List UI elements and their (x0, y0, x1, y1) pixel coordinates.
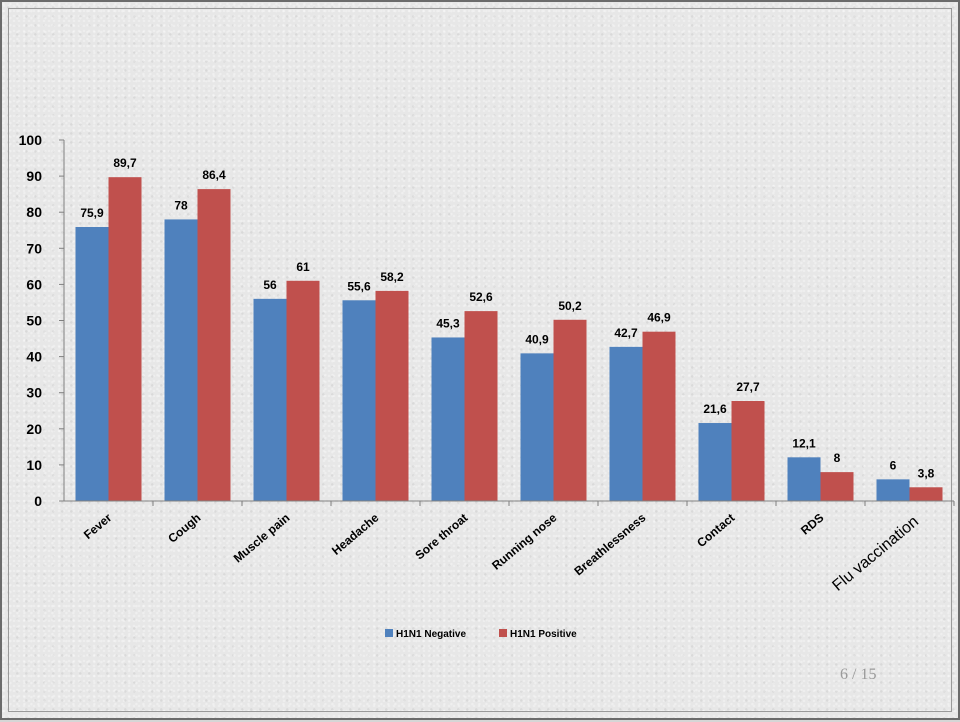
data-label: 86,4 (202, 168, 226, 182)
bar-negative (75, 227, 109, 501)
x-category-label: RDS (798, 511, 826, 538)
y-tick-label: 30 (26, 385, 42, 401)
data-label: 40,9 (525, 332, 549, 346)
y-tick-label: 90 (26, 168, 42, 184)
legend-label: H1N1 Negative (396, 629, 466, 640)
bar-negative (698, 423, 732, 501)
x-category-label: Running nose (489, 510, 560, 572)
bar-negative (787, 457, 821, 501)
bar-positive (197, 189, 231, 501)
y-tick-label: 50 (26, 313, 42, 329)
bar-positive (286, 280, 320, 501)
bar-negative (253, 298, 287, 501)
x-category-label: Cough (165, 511, 203, 546)
legend-swatch (499, 629, 507, 637)
page-total: 15 (860, 666, 877, 683)
x-category-label: Muscle pain (231, 511, 293, 566)
page-current: 6 (840, 666, 848, 683)
data-label: 8 (834, 451, 841, 465)
y-tick-label: 20 (26, 421, 42, 437)
x-category-label: Contact (694, 511, 737, 550)
y-tick-label: 80 (26, 204, 42, 220)
y-tick-label: 0 (34, 493, 42, 509)
y-tick-label: 100 (19, 132, 43, 148)
data-label: 78 (174, 198, 188, 212)
bar-positive (108, 177, 142, 502)
page-number: 6 / 15 (840, 666, 876, 684)
data-label: 45,3 (436, 316, 460, 330)
data-label: 58,2 (380, 270, 404, 284)
data-label: 42,7 (614, 326, 638, 340)
y-tick-label: 10 (26, 457, 42, 473)
bar-negative (431, 337, 465, 501)
bar-negative (520, 353, 554, 501)
bar-positive (375, 290, 409, 501)
bar-negative (609, 346, 643, 501)
legend: H1N1 Negative H1N1 Positive (385, 629, 577, 640)
data-label: 55,6 (347, 279, 371, 293)
bar-positive (642, 331, 676, 501)
data-label: 52,6 (469, 290, 493, 304)
data-label: 89,7 (113, 156, 137, 170)
bar-negative (164, 219, 198, 502)
x-axis: Fever Cough Muscle pain Headache Sore throat… (64, 500, 955, 595)
bar-negative (342, 300, 376, 501)
data-labels: 75,9 89,7 78 86,4 56 61 55,6 58,2 45,3 52,6 40,9 50… (80, 156, 934, 480)
slide-frame (8, 8, 952, 712)
data-label: 56 (263, 278, 277, 292)
x-category-label: Flu vaccination (829, 513, 922, 595)
x-category-label: Sore throat (412, 511, 470, 563)
bar-positive (820, 472, 854, 501)
data-label: 27,7 (736, 380, 760, 394)
legend-label: H1N1 Positive (510, 629, 577, 640)
y-tick-label: 60 (26, 276, 42, 292)
bars (75, 177, 943, 502)
bar-positive (909, 487, 943, 501)
data-label: 6 (890, 458, 897, 472)
data-label: 61 (296, 260, 310, 274)
x-category-label: Fever (81, 510, 115, 542)
bar-negative (876, 479, 910, 501)
bar-positive (553, 319, 587, 501)
y-axis: 0 10 20 30 40 50 60 70 80 90 100 (19, 132, 65, 509)
x-category-label: Breathlessness (571, 510, 648, 578)
page-separator: / (852, 666, 857, 683)
legend-swatch (385, 629, 393, 637)
y-tick-label: 70 (26, 240, 42, 256)
bar-positive (464, 311, 498, 501)
data-label: 12,1 (792, 436, 816, 450)
y-tick-label: 40 (26, 349, 42, 365)
data-label: 50,2 (558, 299, 582, 313)
data-label: 21,6 (703, 402, 727, 416)
data-label: 75,9 (80, 206, 104, 220)
data-label: 3,8 (918, 466, 935, 480)
x-category-label: Headache (329, 510, 382, 557)
data-label: 46,9 (647, 311, 671, 325)
bar-positive (731, 401, 765, 501)
